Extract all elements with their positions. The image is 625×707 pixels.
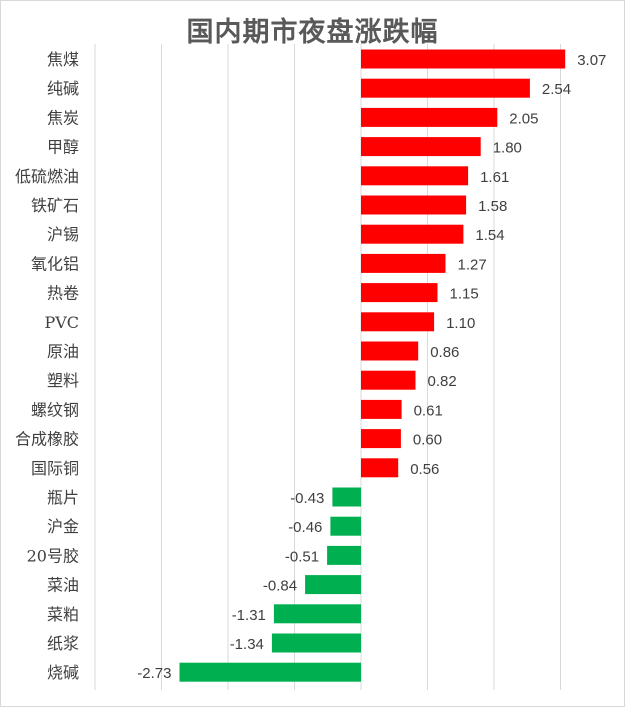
- bar: [271, 633, 361, 653]
- category-label: 纸浆: [47, 634, 79, 653]
- category-label: 原油: [47, 342, 79, 361]
- bar: [361, 137, 481, 157]
- category-label: 烧碱: [47, 663, 79, 682]
- value-label: 1.58: [478, 198, 507, 215]
- value-label: 1.27: [458, 256, 487, 273]
- category-label: 菜油: [47, 576, 79, 595]
- chart-title: 国内期市夜盘涨跌幅: [186, 17, 439, 48]
- category-label: 焦煤: [47, 50, 79, 69]
- bar: [361, 458, 399, 478]
- value-label: 0.86: [430, 344, 459, 361]
- value-label: -1.34: [230, 636, 264, 653]
- bar: [361, 224, 464, 244]
- value-label: -0.84: [263, 578, 297, 595]
- bars: [179, 49, 566, 682]
- category-label: 国际铜: [31, 459, 79, 478]
- value-label: 0.82: [428, 373, 457, 390]
- bar: [361, 429, 401, 449]
- labels: 焦煤 3.07 纯碱 2.54 焦炭 2.05 甲醇 1.80 低硫燃油 1.61 铁矿石 1.58 沪…: [15, 50, 606, 682]
- bar: [361, 283, 438, 303]
- bar: [361, 107, 498, 127]
- category-label: 低硫燃油: [15, 167, 79, 186]
- category-label: 塑料: [47, 371, 79, 390]
- value-label: 0.60: [413, 432, 442, 449]
- bar: [361, 253, 446, 273]
- value-label: -1.31: [232, 607, 266, 624]
- value-label: 1.10: [446, 315, 475, 332]
- value-label: 1.15: [450, 286, 479, 303]
- value-label: 2.05: [509, 110, 538, 127]
- bar: [179, 662, 361, 682]
- category-label: 氧化铝: [31, 254, 79, 273]
- bar: [361, 341, 419, 361]
- value-label: -0.43: [290, 490, 324, 507]
- value-label: 1.80: [493, 140, 522, 157]
- category-label: PVC: [44, 313, 79, 332]
- bar: [361, 49, 566, 69]
- category-label: 沪金: [47, 517, 79, 536]
- category-label: 纯碱: [47, 79, 79, 98]
- category-label: 沪锡: [47, 225, 79, 244]
- value-label: -0.46: [288, 519, 322, 536]
- value-label: 1.61: [480, 169, 509, 186]
- category-label: 合成橡胶: [15, 430, 79, 449]
- value-label: -0.51: [285, 548, 319, 565]
- bar: [273, 604, 361, 624]
- category-label: 焦炭: [47, 108, 79, 127]
- bar: [361, 166, 469, 186]
- value-label: 1.54: [475, 227, 504, 244]
- category-label: 螺纹钢: [31, 400, 79, 419]
- bar: [330, 516, 361, 536]
- value-label: 0.61: [414, 402, 443, 419]
- category-label: 甲醇: [47, 138, 79, 157]
- bar: [361, 312, 435, 332]
- value-label: 0.56: [410, 461, 439, 478]
- category-label: 20号胶: [27, 546, 79, 565]
- bar: [361, 195, 467, 215]
- category-label: 菜粕: [47, 605, 79, 624]
- bar: [361, 78, 530, 98]
- category-label: 铁矿石: [31, 196, 79, 215]
- category-label: 瓶片: [47, 488, 79, 507]
- bar: [332, 487, 361, 507]
- bar: [305, 575, 361, 595]
- value-label: 3.07: [577, 52, 606, 69]
- value-label: 2.54: [542, 81, 571, 98]
- bar: [327, 545, 361, 565]
- bar: [361, 399, 402, 419]
- value-label: -2.73: [137, 665, 171, 682]
- bar: [361, 370, 416, 390]
- category-label: 热卷: [47, 284, 79, 303]
